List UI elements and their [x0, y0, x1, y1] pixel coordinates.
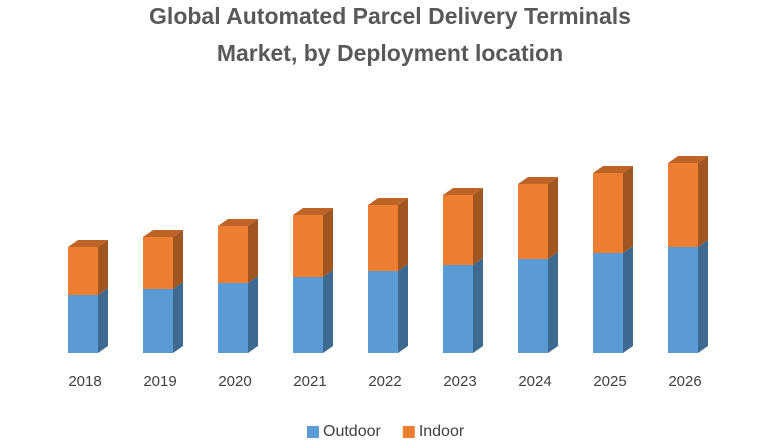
bar-side	[323, 208, 333, 277]
bar	[68, 295, 98, 353]
bar-side	[98, 240, 108, 295]
bar	[143, 237, 173, 289]
bar	[518, 259, 548, 353]
bar-side	[473, 188, 483, 265]
chart-title: Market, by Deployment location	[217, 40, 563, 66]
bar	[218, 283, 248, 353]
bar-side	[248, 219, 258, 283]
bar-side	[548, 177, 558, 259]
bar	[218, 226, 248, 283]
bar-top	[68, 240, 108, 247]
bar	[443, 265, 473, 353]
bar-side	[623, 246, 633, 353]
bar-side	[473, 258, 483, 353]
x-tick-label: 2025	[593, 373, 626, 390]
bar-top	[143, 230, 183, 237]
bar-top	[218, 219, 258, 226]
legend-swatch	[402, 426, 415, 438]
x-tick-label: 2019	[143, 373, 176, 390]
bar	[368, 271, 398, 353]
bar	[593, 173, 623, 253]
bar-side	[548, 252, 558, 353]
bar-top	[293, 208, 333, 215]
bar-top	[368, 198, 408, 205]
bar-side	[398, 198, 408, 271]
x-tick-label: 2024	[518, 373, 551, 390]
bar-top	[518, 177, 558, 184]
x-tick-label: 2018	[68, 373, 101, 390]
legend-label: Indoor	[419, 423, 465, 440]
bar-side	[248, 276, 258, 353]
bar	[68, 247, 98, 295]
bar-side	[98, 288, 108, 353]
chart-title: Global Automated Parcel Delivery Termina…	[149, 3, 631, 29]
bar	[593, 253, 623, 353]
bar-side	[698, 156, 708, 247]
legend-label: Outdoor	[323, 423, 381, 440]
bar-side	[173, 230, 183, 289]
x-tick-label: 2022	[368, 373, 401, 390]
bar-side	[173, 282, 183, 353]
bar-side	[698, 240, 708, 353]
bar-top	[593, 166, 633, 173]
bar	[443, 195, 473, 265]
legend-swatch	[307, 426, 319, 438]
x-tick-label: 2026	[668, 373, 701, 390]
bar-top	[443, 188, 483, 195]
bar	[368, 205, 398, 271]
bar	[293, 277, 323, 353]
bar	[293, 215, 323, 277]
bar	[518, 184, 548, 259]
bar-side	[398, 264, 408, 353]
bar	[143, 289, 173, 353]
bar-top	[668, 156, 708, 163]
bar-side	[323, 270, 333, 353]
x-tick-label: 2021	[293, 373, 326, 390]
bar	[668, 163, 698, 247]
bar	[668, 247, 698, 353]
x-tick-label: 2023	[443, 373, 476, 390]
x-tick-label: 2020	[218, 373, 251, 390]
bar-side	[623, 166, 633, 253]
